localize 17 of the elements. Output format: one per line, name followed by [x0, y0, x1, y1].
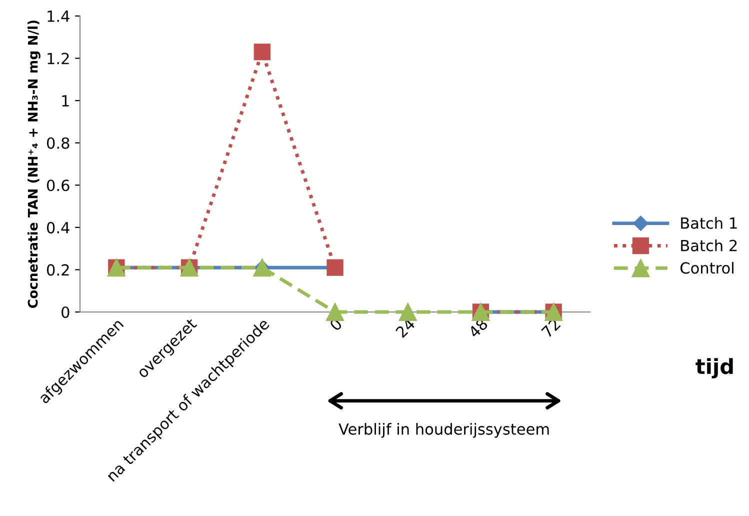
y-tick-label: 0.6 — [46, 180, 70, 192]
y-tick-label: 0 — [62, 306, 70, 318]
point — [398, 302, 417, 322]
y-tick-label: 0.4 — [46, 222, 70, 234]
text: Verblijf in houderijssysteem — [338, 423, 549, 438]
legend-label: Batch 2 — [681, 239, 737, 252]
legend-label: Batch 1 — [681, 217, 737, 229]
y-tick-label: 0.2 — [46, 264, 69, 276]
legend-label: Control — [680, 262, 734, 274]
point — [326, 302, 344, 322]
point — [254, 44, 270, 60]
y-tick-label: 1 — [62, 95, 69, 106]
y-tick-label: 1.2 — [48, 52, 69, 64]
y-tick-label: 0.8 — [46, 137, 70, 149]
y-axis-title: Cocnetratie TAN (NH⁺₄ + NH₃-N mg N/l) — [28, 20, 40, 308]
text: tijd — [696, 358, 733, 378]
y-tick-label: 1.4 — [48, 10, 70, 22]
